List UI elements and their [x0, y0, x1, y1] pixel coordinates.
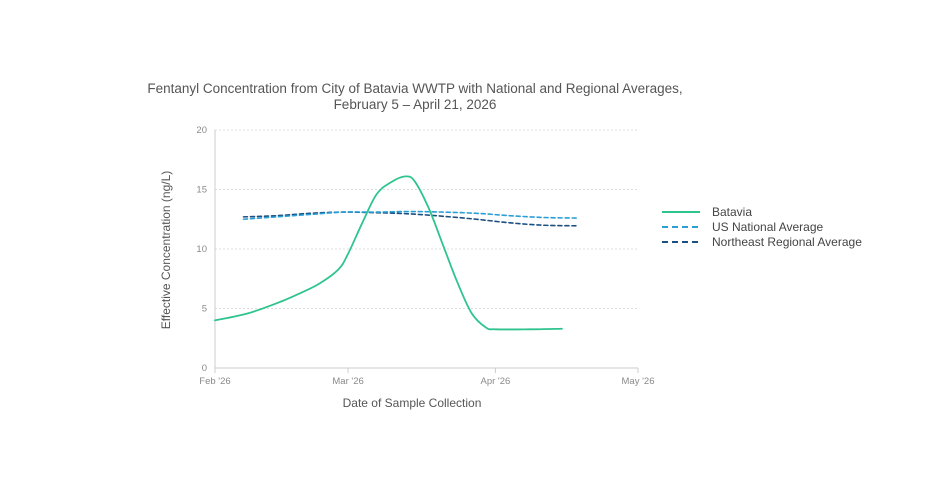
- x-tick-label: Apr '26: [481, 376, 511, 387]
- x-axis-label: Date of Sample Collection: [343, 396, 482, 410]
- x-tick-label: May '26: [622, 376, 655, 387]
- y-tick-label: 20: [196, 125, 207, 136]
- x-tick-label: Mar '26: [332, 376, 363, 387]
- gridlines: [215, 129, 638, 309]
- chart-title-line-2: February 5 – April 21, 2026: [334, 97, 497, 112]
- legend-label: Batavia: [712, 205, 752, 219]
- series-line-batavia: [214, 175, 563, 331]
- series-lines: [214, 175, 578, 331]
- series-line-us-national-average: [242, 210, 578, 221]
- chart-title-line-1: Fentanyl Concentration from City of Bata…: [147, 81, 682, 96]
- legend-label: US National Average: [712, 220, 824, 234]
- axes: 0 5 10 15 20 Feb '26 Mar '26 Apr '26 May '26: [196, 125, 654, 387]
- legend-label: Northeast Regional Average: [712, 235, 862, 249]
- y-tick-label: 5: [202, 304, 207, 315]
- y-tick-label: 15: [196, 185, 207, 196]
- y-axis-label: Effective Concentration (ng/L): [159, 171, 173, 330]
- x-tick-label: Feb '26: [199, 376, 230, 387]
- y-tick-label: 0: [202, 363, 207, 374]
- series-line-northeast-regional-average: [242, 211, 578, 227]
- y-tick-label: 10: [196, 244, 207, 255]
